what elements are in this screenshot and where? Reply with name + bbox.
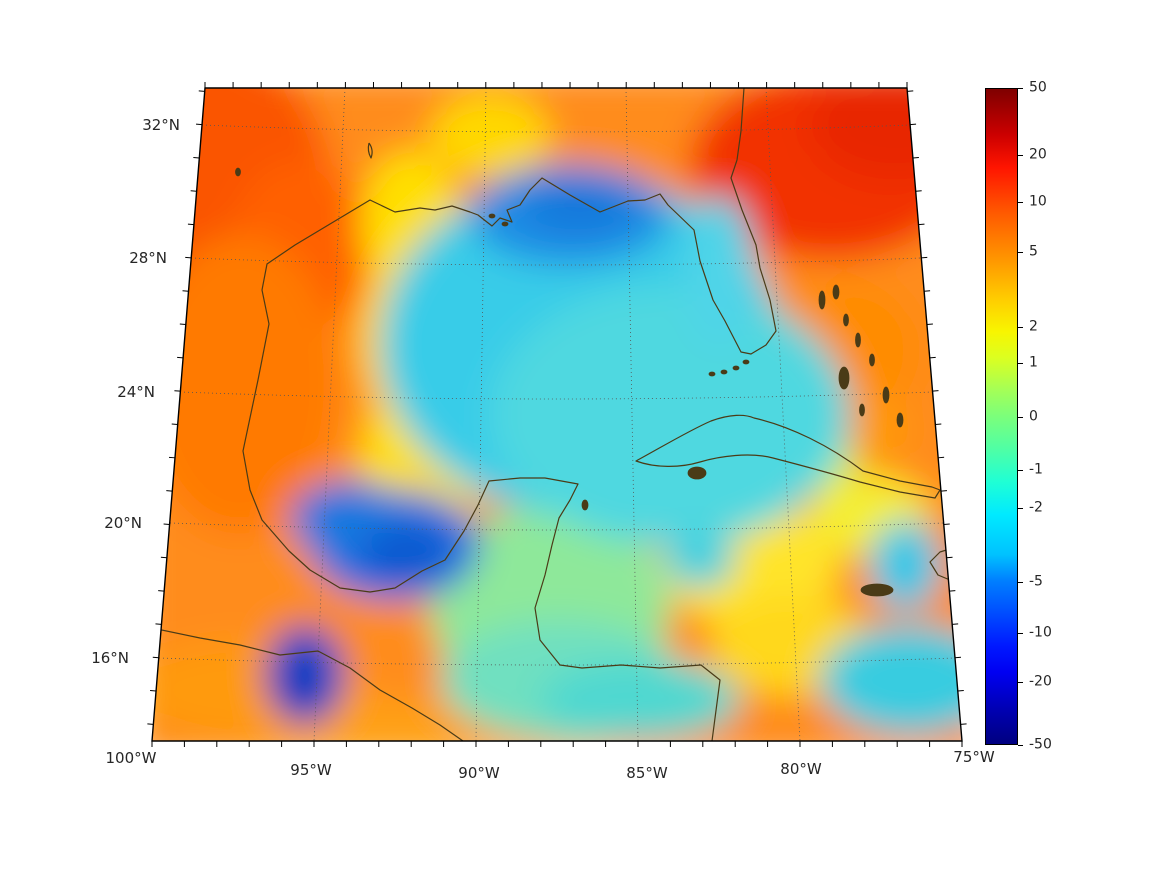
colorbar-tickmark (1018, 632, 1023, 634)
x-tick-label: 85°W (626, 764, 668, 782)
colorbar-tickmark (1018, 326, 1023, 328)
colorbar-tickmark (1018, 469, 1023, 471)
colorbar-tick-label: 5 (1029, 243, 1038, 260)
colorbar-tickmark (1018, 154, 1023, 156)
colorbar-tick-label: -5 (1029, 573, 1043, 590)
colorbar-tick-label: -50 (1029, 736, 1052, 753)
colorbar-tickmark (1018, 416, 1023, 418)
colorbar-tickmark (1018, 251, 1023, 253)
colorbar-tick-label: 10 (1029, 193, 1047, 210)
coastlines (152, 88, 962, 741)
colorbar (985, 88, 1018, 745)
colorbar-tickmark (1018, 681, 1023, 683)
x-tick-label: 100°W (105, 749, 157, 767)
gridlines (158, 88, 956, 741)
colorbar-tick-label: -10 (1029, 624, 1052, 641)
colorbar-tick-label: 0 (1029, 408, 1038, 425)
color-field (152, 88, 962, 741)
x-tick-label: 80°W (780, 760, 822, 778)
x-tick-label: 90°W (458, 764, 500, 782)
colorbar-tick-label: 20 (1029, 146, 1047, 163)
colorbar-tickmark (1018, 744, 1023, 746)
colorbar-tickmark (1018, 581, 1023, 583)
colorbar-tickmark (1018, 201, 1023, 203)
x-tick-label: 95°W (290, 761, 332, 779)
colorbar-tickmark (1018, 87, 1023, 89)
frame-ticks (147, 82, 967, 747)
y-tick-label: 28°N (129, 249, 167, 267)
colorbar-tick-label: 2 (1029, 318, 1038, 335)
x-tick-label: 75°W (953, 748, 995, 766)
colorbar-tickmark (1018, 507, 1023, 509)
colorbar-tick-label: -1 (1029, 461, 1043, 478)
colorbar-tick-label: -20 (1029, 673, 1052, 690)
y-tick-label: 20°N (104, 514, 142, 532)
colorbar-tick-label: -2 (1029, 499, 1043, 516)
y-tick-label: 24°N (117, 383, 155, 401)
colorbar-tick-label: 1 (1029, 354, 1038, 371)
y-tick-label: 16°N (91, 649, 129, 667)
y-tick-label: 32°N (142, 116, 180, 134)
colorbar-tickmark (1018, 362, 1023, 364)
colorbar-tick-label: 50 (1029, 79, 1047, 96)
